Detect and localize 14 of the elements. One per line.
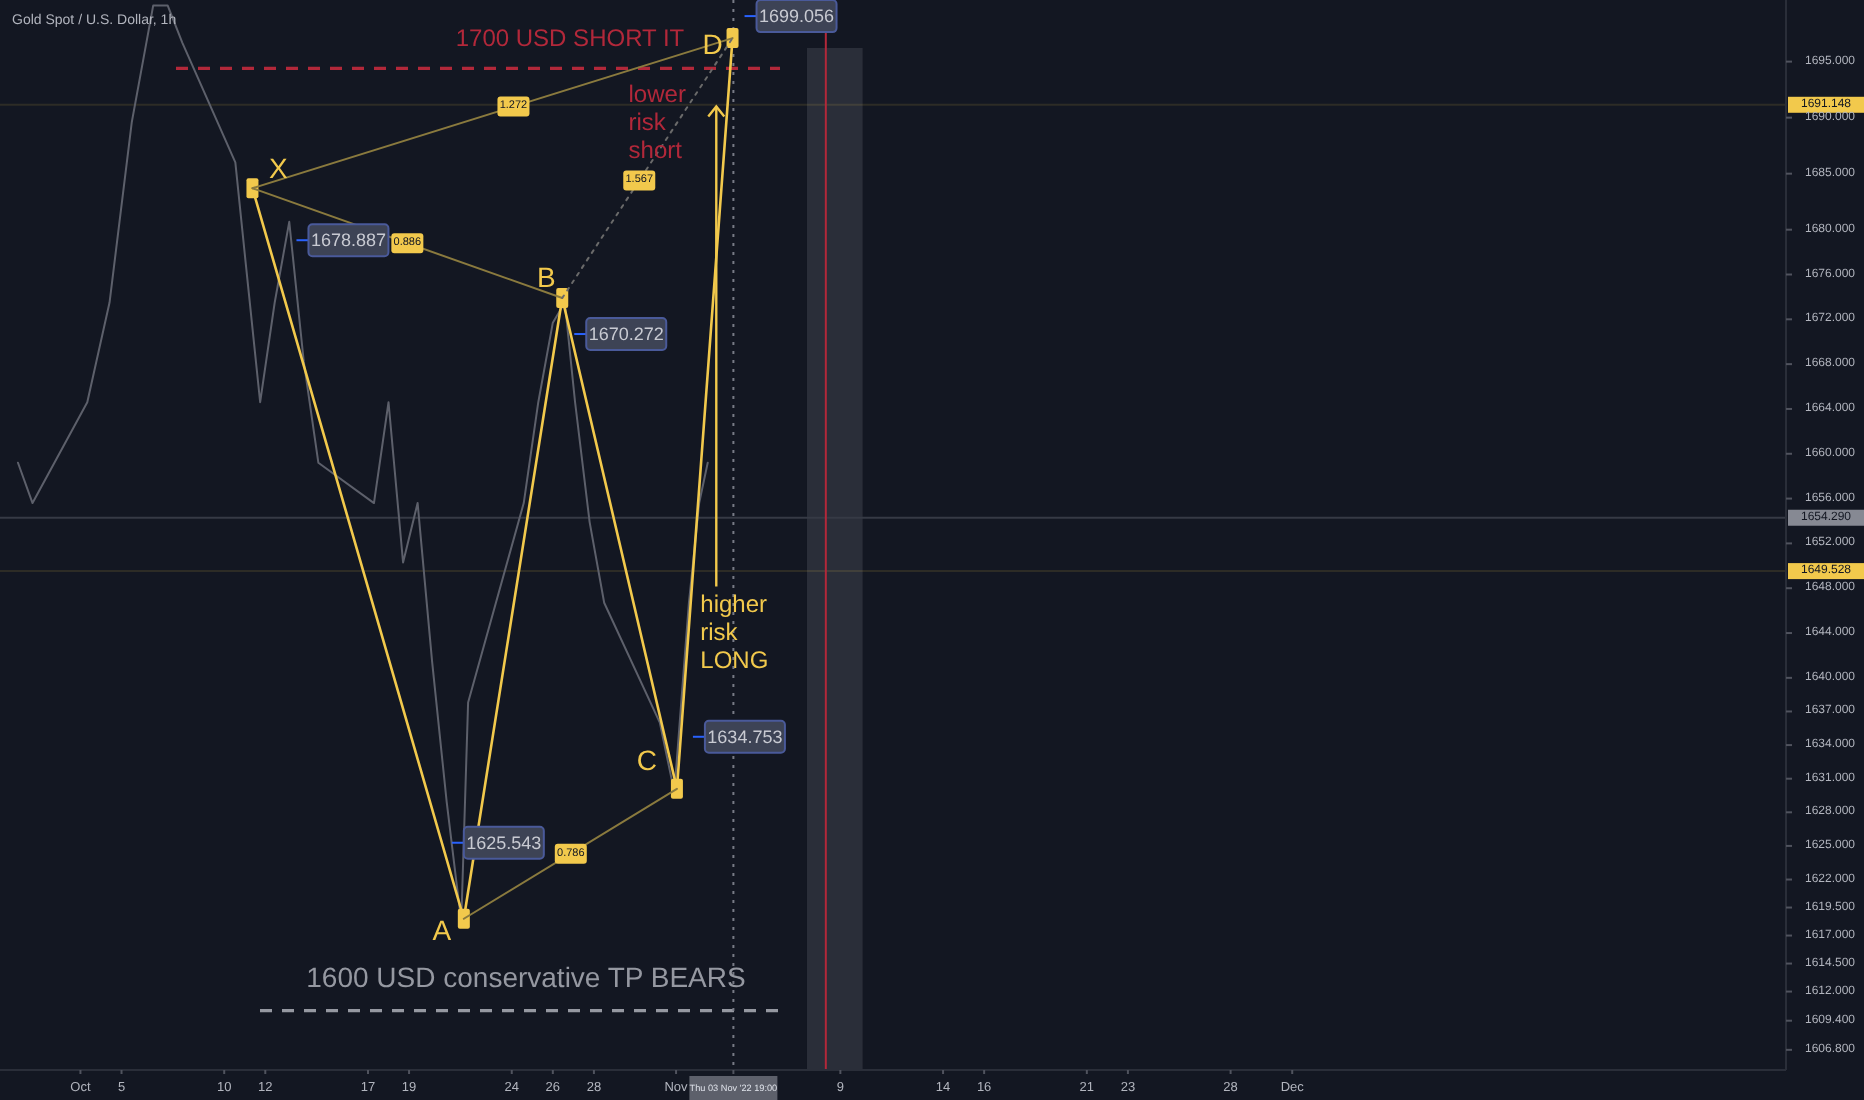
annotation: 1634.753 (707, 726, 783, 747)
annotation: lower risk short (628, 80, 686, 165)
annotation: X (269, 151, 290, 184)
annotation: 1670.272 (588, 324, 664, 345)
annotation: A (432, 914, 453, 947)
annotation: 1699.056 (759, 6, 835, 27)
annotation: C (636, 744, 658, 777)
annotation: D (702, 27, 723, 60)
annotation: B (536, 261, 556, 294)
ref-line-label: 1600 USD conservative TP BEARS (306, 960, 746, 993)
ref-line-label: 1700 USD SHORT IT (455, 24, 686, 53)
annotation: 1678.887 (310, 230, 386, 251)
annotation: 1625.543 (466, 832, 542, 853)
annotation: higher risk LONG (700, 590, 769, 675)
